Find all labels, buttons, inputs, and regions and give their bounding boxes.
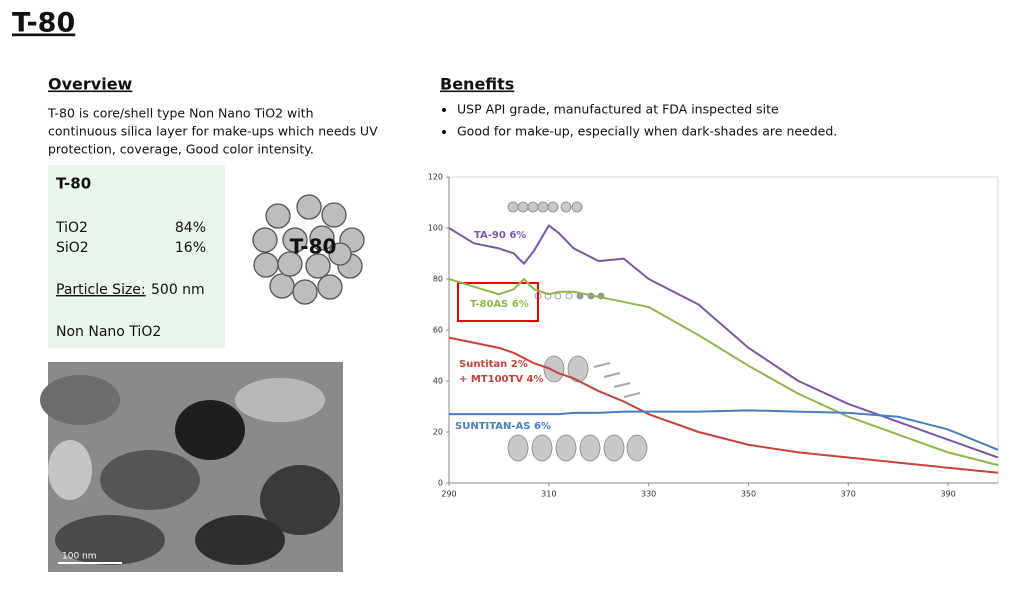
series-label: T-80AS 6% [470,299,529,310]
particle-label: T-80 [290,235,337,259]
series-line [449,409,999,451]
bullet [442,108,446,112]
x-tick-label: 290 [441,490,456,499]
series-label: Suntitan 2% [459,359,528,370]
overview-heading: Overview [48,75,133,94]
benefit-item: USP API grade, manufactured at FDA inspe… [457,102,779,117]
decor-dashes [593,362,641,398]
chart: 0 20 40 60 80 100 120 290 310 330 350 370 390 TA-90 6… [428,173,999,499]
overview-line: protection, coverage, Good color intensi… [48,142,314,157]
overview-line: continuous silica layer for make-ups whi… [48,124,378,139]
x-tick-label: 310 [541,490,556,499]
y-tick-label: 60 [433,326,443,335]
series-label: + MT100TV 4% [459,374,544,385]
series-line [448,336,999,474]
y-tick-label: 100 [428,224,443,233]
x-tick-label: 350 [741,490,756,499]
series-line [448,278,999,467]
y-tick-label: 0 [438,479,443,488]
overview-line: T-80 is core/shell type Non Nano TiO2 wi… [47,106,314,121]
composition-box [48,165,225,348]
x-tick-label: 370 [841,490,856,499]
composition-title: T-80 [56,175,91,193]
scale-label: 100 nm [62,552,97,562]
particle-diagram [252,194,365,305]
y-tick-label: 80 [433,275,443,284]
highlight-box [457,282,539,322]
x-tick-label: 330 [641,490,656,499]
composition-name: SiO2 [56,240,89,256]
composition-value: 84% [175,220,206,236]
plot-area [448,176,999,484]
particle-size-value: 500 nm [151,282,205,298]
composition-name: TiO2 [55,220,88,236]
composition-value: 16% [175,240,206,256]
decor-circles [507,201,648,462]
bullet [442,130,446,134]
series-line [448,224,999,459]
y-tick-label: 120 [428,173,443,182]
particle-size-label: Particle Size: [56,282,146,298]
y-tick-label: 20 [433,428,443,437]
benefits-heading: Benefits [440,75,514,94]
benefit-item: Good for make-up, especially when dark-s… [457,124,837,139]
series-label: TA-90 6% [474,230,526,241]
composition-note: Non Nano TiO2 [56,324,161,340]
tem-image [40,362,343,572]
series-label: SUNTITAN-AS 6% [455,421,551,432]
x-tick-label: 390 [940,490,955,499]
y-tick-label: 40 [433,377,443,386]
slide-title: T-80 [12,8,75,39]
